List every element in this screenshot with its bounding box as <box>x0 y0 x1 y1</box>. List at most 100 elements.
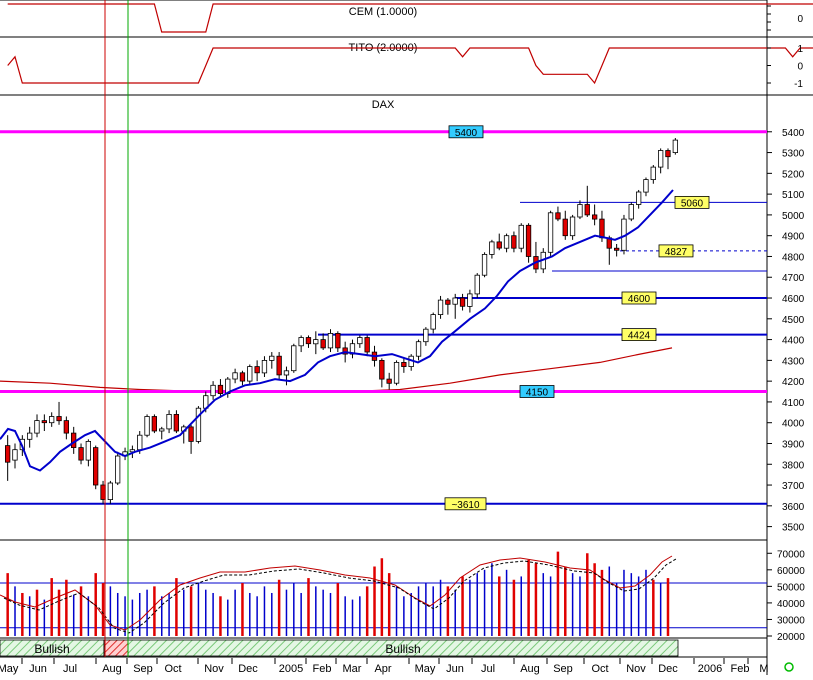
x-axis-label: Nov <box>626 663 646 675</box>
candle-bull <box>12 449 18 461</box>
candle-bull <box>85 440 91 461</box>
candle-bear <box>525 224 532 257</box>
candle-bull <box>636 191 642 205</box>
candle-bull <box>327 332 334 349</box>
candle-bear <box>151 416 158 432</box>
candle-bull <box>26 432 33 440</box>
candle-bear <box>188 426 194 442</box>
volume-panel: 70000 60000 50000 40000 30000 20000 <box>0 549 805 643</box>
candle-bear <box>584 204 590 216</box>
candle-bull <box>452 297 458 305</box>
candle-bull <box>437 299 444 316</box>
cem-line <box>7 3 813 33</box>
candle-bull <box>49 416 55 424</box>
price-tick-label: 4800 <box>782 253 805 264</box>
price-tick-label: 4600 <box>782 294 805 305</box>
price-tick-label: 5400 <box>782 128 805 139</box>
volume-tick-label: 40000 <box>777 599 805 610</box>
candle-bull <box>393 361 400 384</box>
volume-tick-label: 70000 <box>777 549 805 560</box>
candle-bull <box>129 449 136 453</box>
level-label-box <box>674 195 710 209</box>
status-indicator <box>784 662 794 672</box>
level-label-box <box>658 244 694 258</box>
candle-bull <box>291 345 297 372</box>
price-tick-label: 3700 <box>782 481 805 492</box>
candle-bull <box>115 455 121 484</box>
x-axis-label: Apr <box>374 663 391 675</box>
candle-bear <box>63 420 69 434</box>
x-axis-label: M <box>759 663 768 675</box>
candle-bear <box>41 420 47 424</box>
volume-tick-label: 50000 <box>777 582 805 593</box>
candle-bull <box>474 274 480 295</box>
candle-bear <box>217 384 224 394</box>
volume-tick-label: 60000 <box>777 566 805 577</box>
candle-bear <box>665 150 671 158</box>
volume-tick-label: 20000 <box>777 632 805 643</box>
sentiment-label-right: Bullish <box>385 642 420 656</box>
price-tick-label: 5300 <box>782 149 805 160</box>
price-tick-label: 3600 <box>782 502 805 513</box>
candle-bull <box>34 420 40 434</box>
candle-bull <box>577 204 583 218</box>
sentiment-strip: Bullish Bullish <box>0 639 679 657</box>
price-tick-label: 4900 <box>782 232 805 243</box>
level-label: 4150 <box>526 388 549 399</box>
fast-moving-average <box>0 189 674 472</box>
candle-bull <box>650 166 656 181</box>
price-tick-label: 4400 <box>782 336 805 347</box>
price-tick-label: 4300 <box>782 356 805 367</box>
volume-oscillator <box>0 555 673 631</box>
price-tick-label: 4500 <box>782 315 805 326</box>
candle-bear <box>401 361 407 367</box>
level-label: 5400 <box>455 128 478 139</box>
candle-bull <box>547 212 554 253</box>
candle-bear <box>239 372 246 382</box>
level-label: 4424 <box>628 331 651 342</box>
candle-bear <box>511 235 517 249</box>
candle-bull <box>166 413 172 430</box>
x-axis-label: Jul <box>481 663 495 675</box>
candle-bull <box>481 253 488 276</box>
x-axis-label: Oct <box>591 663 608 675</box>
status-circle-icon <box>784 662 794 672</box>
bearish-zone <box>103 639 129 657</box>
candle-bull <box>643 179 649 193</box>
x-axis-label: Aug <box>102 663 122 675</box>
candle-bull <box>357 337 363 345</box>
level-label-box <box>519 385 555 398</box>
x-axis-label: 2005 <box>279 663 303 675</box>
price-panel: DAX 3500 3600 3700 3800 3900 4000 4100 4200 4300… <box>0 99 805 534</box>
candle-bear <box>56 416 62 422</box>
price-tick-label: 3800 <box>782 460 805 471</box>
candle-bull <box>423 328 429 343</box>
candle-bull <box>298 337 304 347</box>
candle-bear <box>386 378 392 384</box>
candle-bear <box>379 359 385 380</box>
candle-bull <box>210 384 216 397</box>
x-axis-label: Sep <box>133 663 153 675</box>
candle-bull <box>415 341 422 357</box>
candle-bull <box>672 139 678 154</box>
candle-bull <box>658 150 664 168</box>
level-label: 5060 <box>681 198 704 209</box>
x-axis-label: Oct <box>164 663 181 675</box>
candle-bear <box>459 297 466 307</box>
price-tick-label: 3900 <box>782 440 805 451</box>
x-axis-label: Feb <box>313 663 332 675</box>
price-tick-label: 3500 <box>782 523 805 534</box>
sentiment-label-left: Bullish <box>34 642 69 656</box>
price-tick-label: 4100 <box>782 398 805 409</box>
tito-panel: TITO (2.0000) 10-1 <box>7 42 813 90</box>
candle-bear <box>93 447 99 486</box>
tito-tick-label: 0 <box>797 62 803 73</box>
candle-bull <box>144 416 150 436</box>
x-axis-label: Jul <box>63 663 77 675</box>
x-axis-label: Dec <box>658 663 678 675</box>
tito-tick-label: 1 <box>797 44 803 55</box>
candle-bear <box>276 355 282 376</box>
